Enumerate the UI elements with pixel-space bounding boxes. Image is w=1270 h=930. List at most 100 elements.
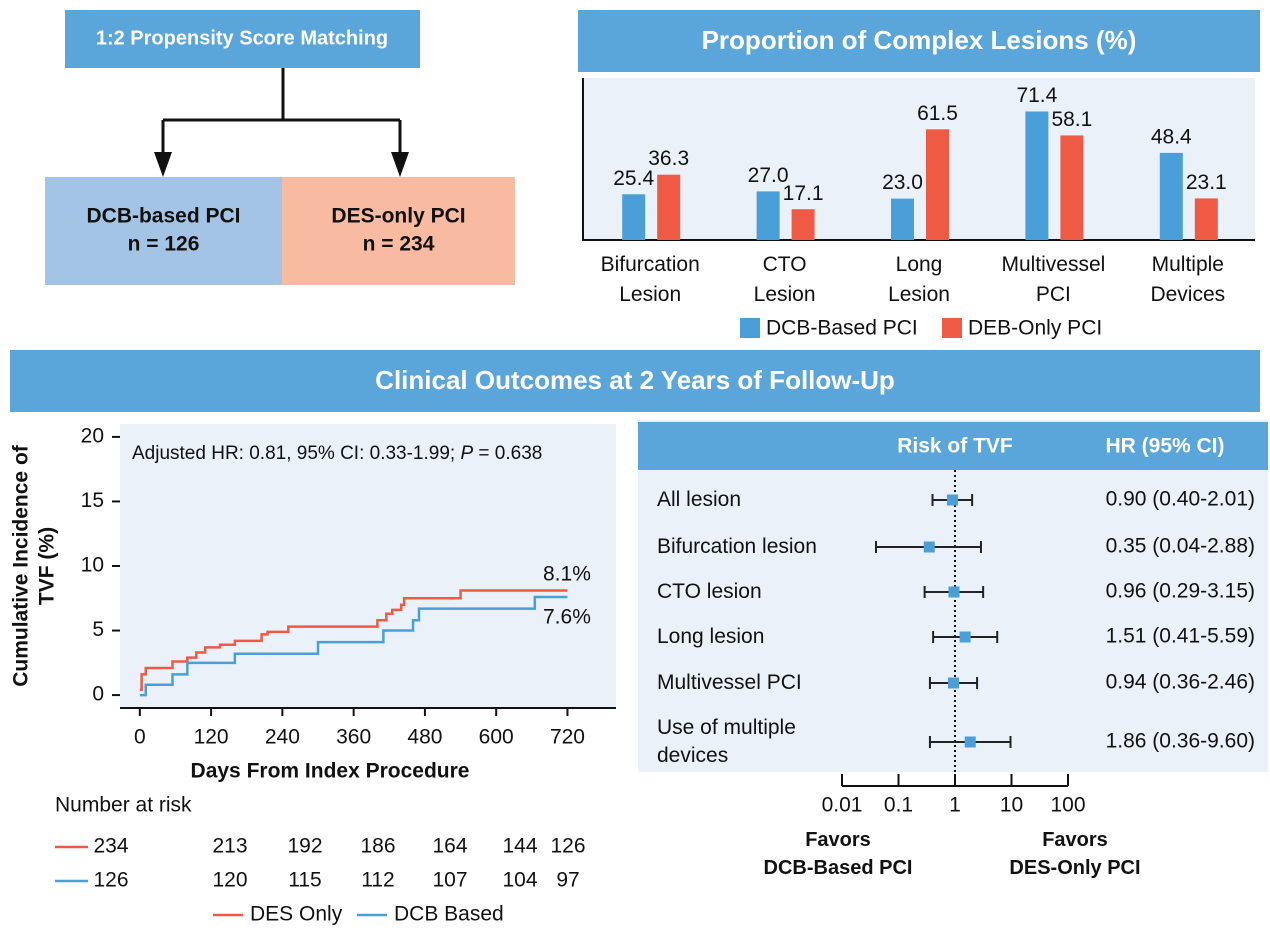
data-label: 48.4 (1151, 125, 1192, 148)
x-tick-label: 0 (134, 726, 146, 749)
risk-count: 186 (360, 835, 395, 858)
legend-label: DEB-Only PCI (968, 317, 1102, 340)
data-label: 23.1 (1186, 171, 1227, 194)
hr-point (964, 736, 976, 748)
favors-label: Favors DES-Only PCI (1009, 829, 1141, 879)
bar (1194, 198, 1218, 240)
hr-label: 0.94 (0.36-2.46) (1106, 671, 1255, 694)
risk-count: 107 (432, 869, 467, 892)
x-tick-label: 100 (1050, 794, 1085, 817)
x-tick-label: Bifurcation Lesion (600, 253, 700, 306)
risk-count: 144 (502, 835, 537, 858)
y-tick-label: 20 (81, 424, 104, 447)
x-tick-label: 480 (407, 726, 442, 749)
bar (622, 194, 646, 240)
bar (1025, 111, 1049, 240)
x-tick-label: 240 (265, 726, 300, 749)
forest-header (638, 422, 1268, 470)
group-n: n = 126 (128, 233, 200, 256)
annotation: Adjusted HR: 0.81, 95% CI: 0.33-1.99; P … (132, 443, 542, 464)
data-label: 23.0 (882, 171, 923, 194)
x-axis-label: Days From Index Procedure (191, 760, 470, 783)
x-tick-label: CTO Lesion (753, 253, 816, 306)
x-tick-label: 360 (336, 726, 371, 749)
group-name: DCB-based PCI (86, 205, 240, 228)
flow-title-box (65, 10, 420, 68)
x-tick-label: 600 (479, 726, 514, 749)
x-tick-label: Multiple Devices (1150, 253, 1226, 306)
end-label: 7.6% (543, 606, 591, 629)
legend-swatch (942, 318, 962, 338)
bar (926, 129, 949, 240)
row-label: CTO lesion (657, 580, 762, 603)
risk-count: 126 (550, 835, 585, 858)
section-header (10, 350, 1260, 412)
hr-point (946, 494, 958, 506)
y-axis-label: Cumulative Incidence of (10, 444, 33, 687)
row-label: Use of multiple devices (657, 716, 796, 767)
bar (756, 191, 780, 240)
data-label: 61.5 (917, 102, 958, 125)
forest-header: HR (95% CI) (1105, 435, 1224, 458)
annotation-part: = 0.638 (473, 443, 542, 464)
x-tick-label: 0.01 (822, 794, 863, 817)
y-tick-label: 0 (92, 683, 104, 706)
data-label: 17.1 (783, 182, 824, 205)
bar (891, 198, 914, 240)
flow-arrowheads (154, 152, 409, 177)
data-label: 27.0 (748, 164, 789, 187)
data-label: 58.1 (1051, 108, 1092, 131)
bar (791, 209, 815, 240)
legend-swatch (740, 318, 760, 338)
section-title: Clinical Outcomes at 2 Years of Follow-U… (375, 365, 895, 395)
risk-count: 192 (287, 835, 322, 858)
row-label: Multivessel PCI (657, 671, 802, 694)
x-tick-label: Multivessel PCI (1001, 253, 1106, 306)
risk-count: 104 (502, 869, 537, 892)
hr-point (923, 541, 935, 553)
bar-title: Proportion of Complex Lesions (%) (702, 25, 1137, 55)
row-label: All lesion (657, 488, 742, 511)
end-label: 8.1% (543, 563, 591, 586)
x-tick-label: 720 (550, 726, 585, 749)
x-tick-label: 10 (1000, 794, 1023, 817)
risk-count: 213 (212, 835, 247, 858)
group-name: DES-only PCI (331, 205, 465, 228)
hr-label: 1.51 (0.41-5.59) (1106, 625, 1255, 648)
forest-header: Risk of TVF (897, 435, 1013, 458)
legend-label: DCB-Based PCI (766, 317, 918, 340)
group-n: n = 234 (363, 233, 435, 256)
annotation-part: Adjusted HR: 0.81, 95% CI: 0.33-1.99; (132, 443, 460, 464)
hr-point (947, 677, 959, 689)
x-tick-label: 120 (194, 726, 229, 749)
risk-count: 120 (212, 869, 247, 892)
risk-count: 164 (432, 835, 467, 858)
legend-label: DCB Based (394, 903, 504, 926)
x-tick-label: 1 (949, 794, 961, 817)
bar (1060, 135, 1084, 240)
y-axis-label: TVF (%) (36, 527, 59, 605)
y-tick-label: 5 (92, 618, 104, 641)
hr-point (959, 631, 971, 643)
hr-label: 0.90 (0.40-2.01) (1106, 488, 1255, 511)
flow-title: 1:2 Propensity Score Matching (96, 27, 388, 49)
x-tick-label: Long Lesion (888, 253, 950, 306)
risk-count: 112 (361, 869, 394, 892)
risk-count: 97 (556, 869, 579, 892)
bar (1159, 152, 1183, 240)
group-box (282, 177, 515, 285)
hr-point (948, 586, 960, 598)
legend-label: DES Only (250, 903, 343, 926)
row-label: Long lesion (657, 625, 765, 648)
risk-count: 126 (93, 869, 128, 892)
hr-label: 1.86 (0.36-9.60) (1106, 730, 1255, 753)
y-tick-label: 15 (81, 489, 104, 512)
data-label: 25.4 (613, 167, 654, 190)
row-label: Bifurcation lesion (657, 535, 817, 558)
annotation-part: P (460, 443, 473, 464)
bar-plot-bg (583, 78, 1255, 240)
y-tick-label: 10 (81, 554, 104, 577)
data-label: 36.3 (648, 147, 689, 170)
